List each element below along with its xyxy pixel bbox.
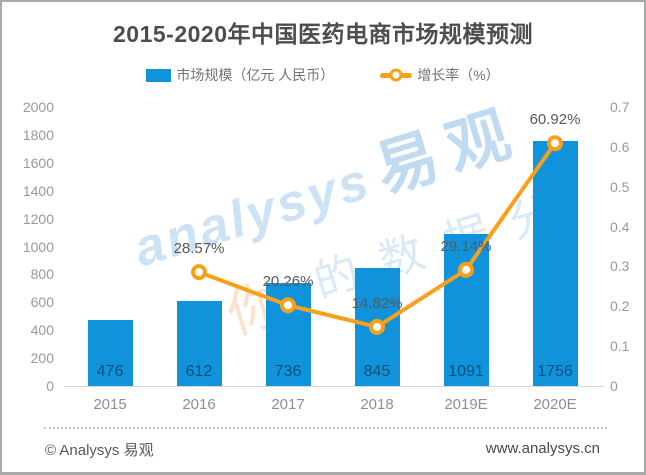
chart-title: 2015-2020年中国医药电商市场规模预测 xyxy=(113,21,533,47)
growth-rate-label-2019E: 29.14% xyxy=(440,237,492,255)
x-axis-label-2016: 2016 xyxy=(182,396,216,413)
left-axis-tick: 400 xyxy=(30,322,54,339)
left-axis-tick: 1400 xyxy=(22,182,54,199)
growth-rate-label-2016: 28.57% xyxy=(173,240,225,258)
bar-2016: 612 xyxy=(176,300,222,386)
legend-label-growth-rate: 增长率（%） xyxy=(417,67,500,83)
right-axis-tick: 0.3 xyxy=(610,258,630,275)
line-series-swatch-icon xyxy=(380,68,413,82)
right-axis-tick: 0.5 xyxy=(610,178,630,195)
x-axis-label-2015: 2015 xyxy=(93,396,127,413)
x-axis-label-2018: 2018 xyxy=(360,396,394,413)
right-axis-tick: 0 xyxy=(610,378,618,394)
bar-series-swatch-icon xyxy=(146,68,172,82)
right-axis-tick: 0.1 xyxy=(610,338,630,355)
bar-value-label: 736 xyxy=(274,362,302,380)
x-axis-label-2020E: 2020E xyxy=(533,396,577,413)
left-axis-tick: 1000 xyxy=(22,238,54,255)
left-axis-tick: 800 xyxy=(30,266,54,283)
bar-2018: 845 xyxy=(354,268,400,386)
left-axis-tick: 200 xyxy=(30,350,54,367)
bar-2019E: 1091 xyxy=(443,233,489,386)
right-axis-tick: 0.4 xyxy=(610,218,630,235)
left-axis-tick: 1600 xyxy=(22,154,54,171)
growth-rate-label-2018: 14.82% xyxy=(351,294,403,312)
legend: 市场规模（亿元 人民币） 增长率（%） xyxy=(2,65,644,85)
right-axis-tick: 0.7 xyxy=(610,99,630,115)
x-axis-label-2017: 2017 xyxy=(271,396,305,413)
line-marker-icon xyxy=(389,68,403,82)
right-axis-tick: 0.2 xyxy=(610,298,630,315)
bar-value-label: 1756 xyxy=(537,362,573,380)
legend-item-market-size[interactable]: 市场规模（亿元 人民币） xyxy=(146,65,334,85)
legend-item-growth-rate[interactable]: 增长率（%） xyxy=(380,65,500,85)
footer-divider xyxy=(44,427,607,429)
left-axis-tick: 0 xyxy=(46,378,54,394)
footer-copyright: © Analysys 易观 xyxy=(45,442,154,459)
bar-2015: 476 xyxy=(87,319,133,386)
growth-rate-label-2017: 20.26% xyxy=(262,273,314,291)
x-axis-label-2019E: 2019E xyxy=(444,396,488,413)
left-axis-tick: 600 xyxy=(30,294,54,311)
growth-rate-label-2020E: 60.92% xyxy=(529,111,581,129)
bar-value-label: 845 xyxy=(363,362,391,380)
right-axis-tick: 0.6 xyxy=(610,138,630,155)
bar-2017: 736 xyxy=(265,283,311,386)
left-axis-tick: 2000 xyxy=(22,99,54,115)
footer-url: www.analysys.cn xyxy=(485,440,600,457)
legend-label-market-size: 市场规模（亿元 人民币） xyxy=(176,67,335,83)
bar-value-label: 1091 xyxy=(448,362,484,380)
bar-value-label: 476 xyxy=(96,362,124,380)
left-axis-tick: 1200 xyxy=(22,210,54,227)
left-axis-tick: 1800 xyxy=(22,126,54,143)
bar-2020E: 1756 xyxy=(532,141,578,386)
x-axis-line xyxy=(64,386,604,387)
bar-value-label: 612 xyxy=(185,362,213,380)
